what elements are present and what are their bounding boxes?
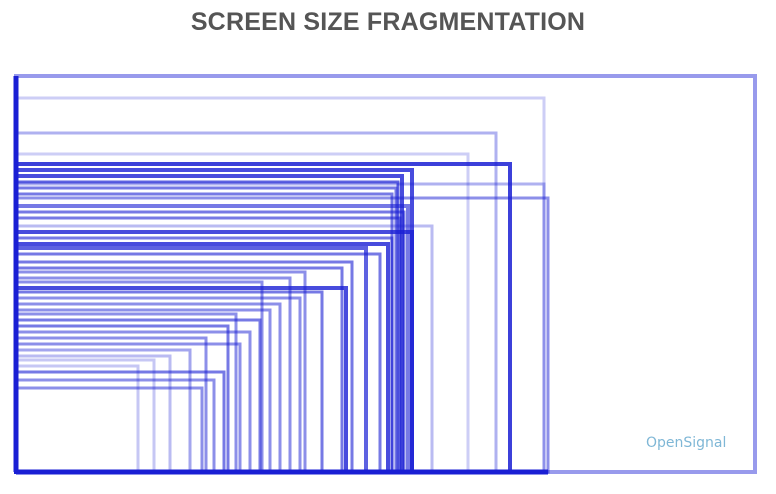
screen-size-rect-34 — [14, 324, 230, 474]
page-title: SCREEN SIZE FRAGMENTATION — [190, 8, 586, 36]
screen-size-rect-29 — [14, 296, 302, 474]
screen-rectangles — [13, 74, 757, 475]
screen-size-rect-38 — [14, 348, 192, 474]
screen-size-rect-43 — [14, 378, 216, 474]
screen-size-rect-1 — [14, 74, 757, 474]
screen-size-rect-31 — [14, 308, 272, 474]
opensignal-watermark: OpenSignal — [646, 435, 726, 451]
screen-size-rect-40 — [14, 358, 156, 474]
screen-size-rect-36 — [14, 336, 208, 474]
screen-size-rect-44 — [14, 386, 204, 474]
screen-size-rect-41 — [14, 364, 140, 474]
